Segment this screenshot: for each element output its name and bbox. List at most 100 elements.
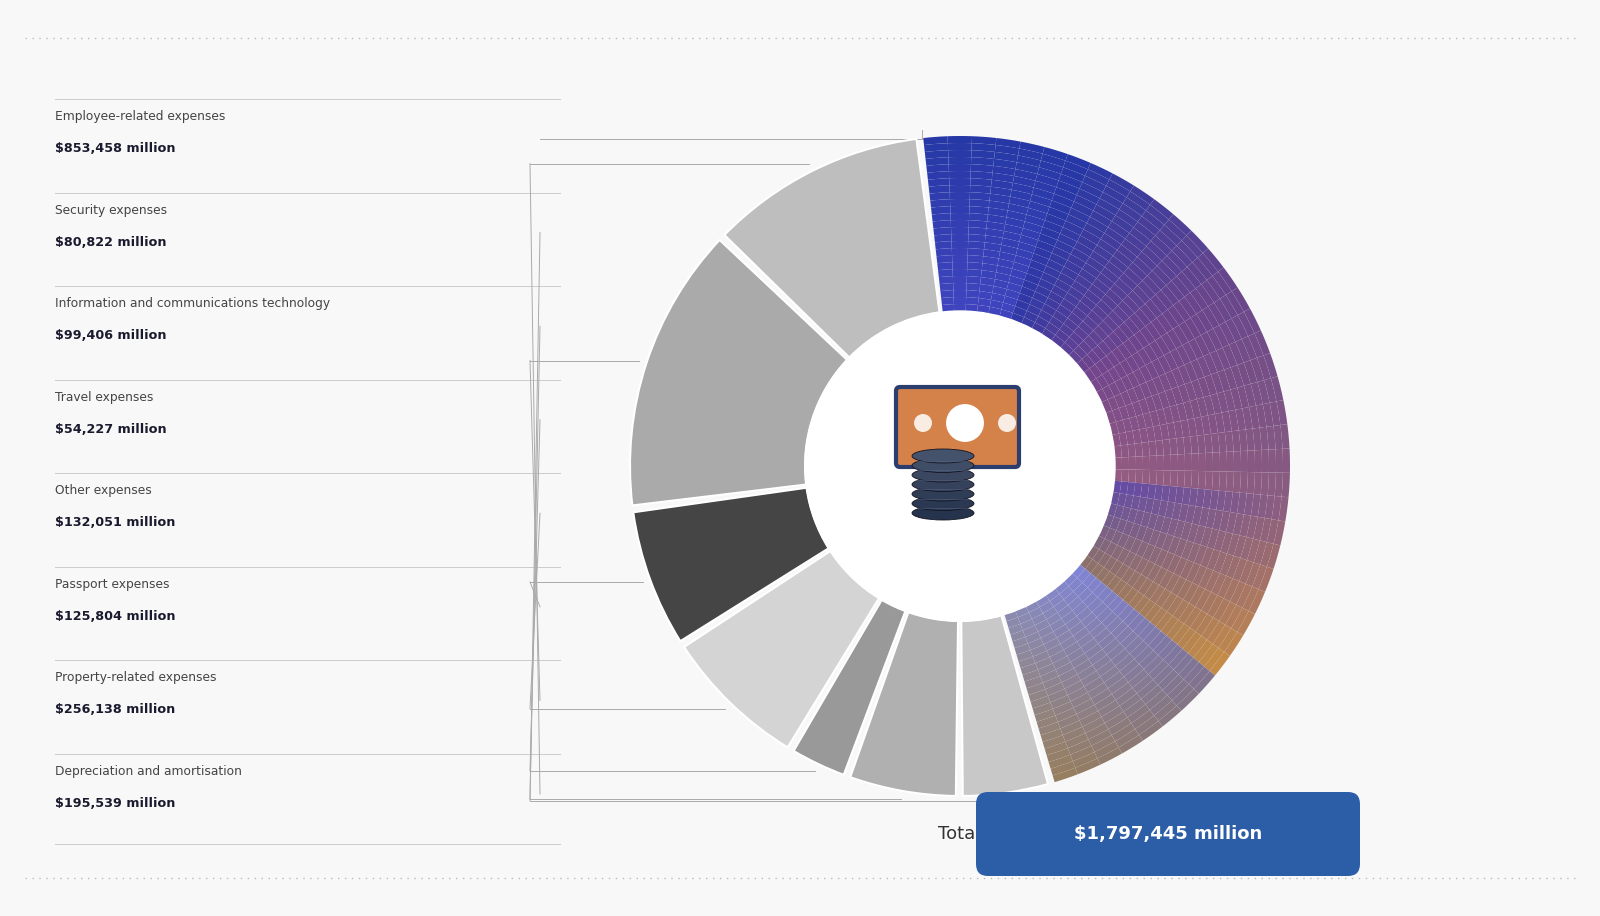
Wedge shape: [1114, 306, 1130, 322]
Wedge shape: [1029, 689, 1048, 702]
Wedge shape: [1085, 723, 1109, 739]
Wedge shape: [1088, 331, 1102, 345]
Wedge shape: [1106, 180, 1130, 198]
Wedge shape: [1219, 322, 1235, 344]
Wedge shape: [1195, 589, 1211, 610]
Wedge shape: [1261, 450, 1269, 473]
Wedge shape: [1270, 401, 1280, 426]
Ellipse shape: [912, 468, 974, 482]
Wedge shape: [1022, 279, 1038, 291]
Wedge shape: [1142, 627, 1162, 646]
Wedge shape: [1158, 355, 1171, 374]
Wedge shape: [1038, 626, 1053, 638]
Wedge shape: [1213, 598, 1230, 621]
Wedge shape: [1070, 248, 1090, 263]
Wedge shape: [1213, 551, 1227, 573]
Wedge shape: [1158, 500, 1168, 517]
Wedge shape: [1226, 556, 1240, 579]
Wedge shape: [930, 192, 950, 201]
Wedge shape: [1006, 282, 1022, 293]
Wedge shape: [1040, 670, 1059, 682]
Wedge shape: [952, 241, 968, 248]
Wedge shape: [1082, 263, 1101, 278]
Wedge shape: [936, 256, 952, 263]
Wedge shape: [1123, 587, 1138, 605]
Wedge shape: [1136, 414, 1146, 430]
Wedge shape: [954, 283, 966, 290]
Wedge shape: [1194, 545, 1206, 565]
Wedge shape: [1117, 518, 1128, 533]
Wedge shape: [1101, 612, 1118, 627]
Wedge shape: [1171, 368, 1184, 387]
Wedge shape: [1189, 488, 1198, 507]
Wedge shape: [1067, 686, 1088, 702]
Wedge shape: [1125, 495, 1133, 508]
Wedge shape: [1072, 752, 1098, 768]
Wedge shape: [1190, 471, 1198, 488]
Wedge shape: [989, 307, 1002, 316]
Wedge shape: [1083, 224, 1104, 239]
Wedge shape: [1226, 605, 1243, 628]
Wedge shape: [1045, 742, 1067, 756]
Wedge shape: [1186, 562, 1200, 583]
Wedge shape: [1117, 548, 1130, 563]
Wedge shape: [1147, 270, 1166, 290]
Wedge shape: [1102, 315, 1118, 332]
Wedge shape: [1109, 332, 1123, 347]
Wedge shape: [1074, 699, 1094, 714]
Wedge shape: [1085, 617, 1101, 633]
Wedge shape: [1083, 717, 1104, 733]
Wedge shape: [939, 283, 954, 291]
Wedge shape: [1067, 312, 1083, 326]
Wedge shape: [923, 143, 949, 152]
Wedge shape: [1187, 542, 1200, 562]
Wedge shape: [949, 150, 971, 158]
Wedge shape: [1123, 296, 1139, 313]
Wedge shape: [1130, 523, 1141, 539]
Wedge shape: [1136, 541, 1149, 558]
Wedge shape: [950, 199, 970, 206]
Wedge shape: [1050, 253, 1067, 267]
Wedge shape: [1006, 617, 1021, 627]
Wedge shape: [1088, 729, 1112, 746]
Wedge shape: [1128, 470, 1136, 483]
Wedge shape: [1109, 422, 1118, 435]
Wedge shape: [1178, 454, 1186, 471]
Wedge shape: [1115, 563, 1130, 580]
Wedge shape: [984, 249, 1000, 258]
Wedge shape: [1122, 239, 1142, 257]
Wedge shape: [1134, 715, 1158, 735]
Wedge shape: [1085, 677, 1104, 692]
Wedge shape: [1106, 352, 1120, 367]
Wedge shape: [1062, 221, 1083, 235]
Wedge shape: [1109, 717, 1131, 736]
Wedge shape: [1154, 425, 1162, 441]
Wedge shape: [1234, 535, 1246, 558]
Wedge shape: [1094, 741, 1118, 758]
Wedge shape: [1216, 491, 1226, 511]
Wedge shape: [1162, 593, 1178, 612]
Wedge shape: [1163, 674, 1184, 695]
Wedge shape: [1034, 180, 1056, 194]
Wedge shape: [1152, 359, 1165, 376]
Wedge shape: [1139, 398, 1149, 414]
Wedge shape: [1115, 626, 1133, 643]
Wedge shape: [1130, 640, 1149, 659]
Wedge shape: [1008, 276, 1024, 287]
Wedge shape: [1046, 644, 1064, 657]
Wedge shape: [1238, 311, 1254, 336]
Wedge shape: [1064, 572, 1077, 586]
Wedge shape: [1192, 565, 1206, 586]
Wedge shape: [966, 269, 982, 278]
Wedge shape: [990, 293, 1005, 302]
Wedge shape: [1189, 667, 1210, 689]
Wedge shape: [1139, 428, 1149, 442]
Wedge shape: [1141, 442, 1150, 456]
Wedge shape: [1195, 284, 1214, 307]
Wedge shape: [1202, 280, 1219, 302]
Wedge shape: [1013, 637, 1027, 648]
Wedge shape: [1197, 356, 1211, 377]
Wedge shape: [1178, 603, 1195, 624]
Wedge shape: [1120, 482, 1128, 495]
Wedge shape: [978, 298, 990, 307]
